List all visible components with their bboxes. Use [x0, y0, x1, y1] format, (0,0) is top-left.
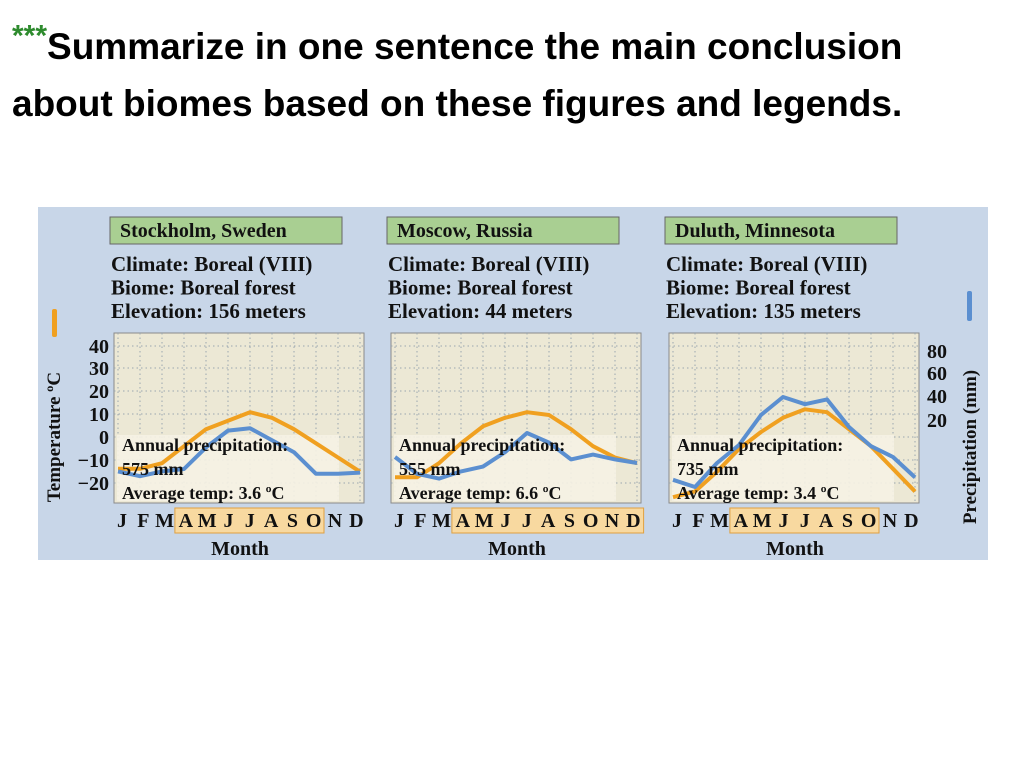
- temperature-tick-label: 10: [89, 404, 109, 426]
- panel-title-box: [109, 216, 343, 245]
- x-axis-label: Month: [488, 538, 546, 560]
- month-tick-label: D: [626, 510, 640, 532]
- month-tick-label: O: [583, 510, 599, 532]
- precipitation-legend-swatch: [967, 291, 972, 321]
- month-tick-label: O: [306, 510, 322, 532]
- panel-title: Stockholm, Sweden: [120, 220, 287, 242]
- temperature-line: [118, 410, 362, 474]
- panel-info-line: Climate: Boreal (VIII): [388, 252, 589, 276]
- panel-title: Moscow, Russia: [397, 220, 533, 242]
- annotation-text: Average temp: 3.4 ºC: [677, 483, 840, 503]
- annotation-text: Annual precipitation:: [399, 435, 565, 455]
- x-axis-label: Month: [766, 538, 824, 560]
- temperature-legend-swatch: [52, 309, 57, 337]
- month-tick-label: D: [904, 510, 918, 532]
- month-tick-label: M: [155, 510, 174, 532]
- annotation-text: 575 mm: [122, 459, 184, 479]
- month-tick-label: J: [501, 510, 511, 532]
- panel-info-line: Biome: Boreal forest: [111, 276, 296, 300]
- month-tick-label: A: [541, 510, 556, 532]
- month-tick-label: M: [198, 510, 217, 532]
- x-axis-label: Month: [211, 538, 269, 560]
- month-tick-label: F: [137, 510, 149, 532]
- question-text: Summarize in one sentence the main concl…: [12, 26, 903, 124]
- panel-title: Duluth, Minnesota: [675, 220, 835, 242]
- panel-info-line: Climate: Boreal (VIII): [666, 252, 867, 276]
- temperature-axis-label: Temperature ºC: [44, 372, 65, 502]
- question-prompt: ***Summarize in one sentence the main co…: [12, 18, 1012, 132]
- month-tick-label: N: [883, 510, 898, 532]
- month-tick-label: S: [564, 510, 575, 532]
- month-tick-label: J: [672, 510, 682, 532]
- temperature-tick-label: 20: [89, 381, 109, 403]
- month-tick-label: M: [432, 510, 451, 532]
- climate-panel: Stockholm, Sweden Climate: Boreal (VIII)B…: [109, 216, 365, 560]
- month-tick-label: A: [819, 510, 834, 532]
- precipitation-tick-label: 60: [927, 363, 947, 385]
- precipitation-tick-label: 40: [927, 386, 947, 408]
- month-tick-label: A: [264, 510, 279, 532]
- month-tick-label: S: [842, 510, 853, 532]
- month-tick-label: A: [734, 510, 749, 532]
- month-tick-label: M: [753, 510, 772, 532]
- annotation-text: 555 mm: [399, 459, 461, 479]
- month-tick-label: A: [456, 510, 471, 532]
- precipitation-line: [672, 395, 917, 489]
- month-tick-label: M: [710, 510, 729, 532]
- month-tick-label: J: [779, 510, 789, 532]
- annotation-box: [117, 435, 339, 501]
- panel-info-line: Elevation: 135 meters: [666, 299, 861, 323]
- annotation-box: [672, 435, 894, 501]
- panel-info-line: Elevation: 156 meters: [111, 299, 306, 323]
- climate-panel: Moscow, Russia Climate: Boreal (VIII)Biom…: [386, 216, 645, 560]
- annotation-text: Annual precipitation:: [677, 435, 843, 455]
- month-tick-label: J: [522, 510, 532, 532]
- month-tick-label: N: [605, 510, 620, 532]
- growing-season-highlight: [729, 507, 880, 534]
- panel-title-box: [664, 216, 898, 245]
- emphasis-stars: ***: [12, 19, 48, 53]
- annotation-text: 735 mm: [677, 459, 739, 479]
- month-tick-label: D: [349, 510, 363, 532]
- month-tick-label: S: [287, 510, 298, 532]
- climate-figure: 40 30 20 10 0 −10 −20 Temperature ºC 80 60 40 20 Pre…: [38, 207, 988, 560]
- temperature-tick-label: 30: [89, 358, 109, 380]
- month-tick-label: F: [692, 510, 704, 532]
- temperature-tick-label: 40: [89, 336, 109, 358]
- panel-title-box: [386, 216, 620, 245]
- month-tick-label: J: [800, 510, 810, 532]
- annotation-text: Average temp: 6.6 ºC: [399, 483, 562, 503]
- annotation-text: Average temp: 3.6 ºC: [122, 483, 285, 503]
- temperature-tick-label: −10: [78, 450, 109, 472]
- growing-season-highlight: [174, 507, 325, 534]
- precipitation-line: [393, 431, 638, 481]
- temperature-line: [395, 410, 638, 480]
- month-tick-label: J: [394, 510, 404, 532]
- panel-info-line: Elevation: 44 meters: [388, 299, 572, 323]
- climate-panel: Duluth, Minnesota Climate: Boreal (VIII)B…: [664, 216, 920, 560]
- temperature-tick-label: −20: [78, 473, 109, 495]
- temperature-tick-label: 0: [99, 427, 109, 449]
- panel-info-line: Biome: Boreal forest: [388, 276, 573, 300]
- precipitation-tick-label: 20: [927, 410, 947, 432]
- month-tick-label: J: [224, 510, 234, 532]
- annotation-text: Annual precipitation:: [122, 435, 288, 455]
- panel-info-line: Biome: Boreal forest: [666, 276, 851, 300]
- month-tick-label: O: [861, 510, 877, 532]
- month-tick-label: J: [245, 510, 255, 532]
- precipitation-tick-label: 80: [927, 341, 947, 363]
- month-tick-label: J: [117, 510, 127, 532]
- precipitation-line: [117, 426, 361, 479]
- growing-season-highlight: [451, 507, 645, 534]
- panel-info-line: Climate: Boreal (VIII): [111, 252, 312, 276]
- month-tick-label: A: [179, 510, 194, 532]
- precipitation-axis-label: Precipitation (mm): [960, 370, 981, 524]
- month-tick-label: M: [475, 510, 494, 532]
- month-tick-label: F: [414, 510, 426, 532]
- month-tick-label: N: [328, 510, 343, 532]
